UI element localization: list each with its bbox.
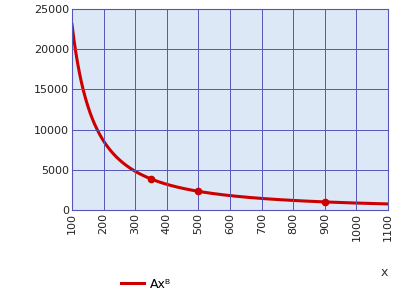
- Line: Axᴮ: Axᴮ: [72, 25, 388, 204]
- Legend: Axᴮ: Axᴮ: [116, 272, 176, 296]
- Axᴮ: [209, 191, 214, 195]
- Text: x: x: [381, 266, 388, 279]
- Axᴮ: [102, 140, 107, 144]
- Axᴮ: [386, 202, 390, 206]
- Axᴮ: [197, 190, 202, 194]
- Axᴮ: [322, 200, 326, 204]
- Axᴮ: [70, 23, 74, 26]
- Axᴮ: [316, 200, 321, 203]
- Axᴮ: [286, 198, 291, 202]
